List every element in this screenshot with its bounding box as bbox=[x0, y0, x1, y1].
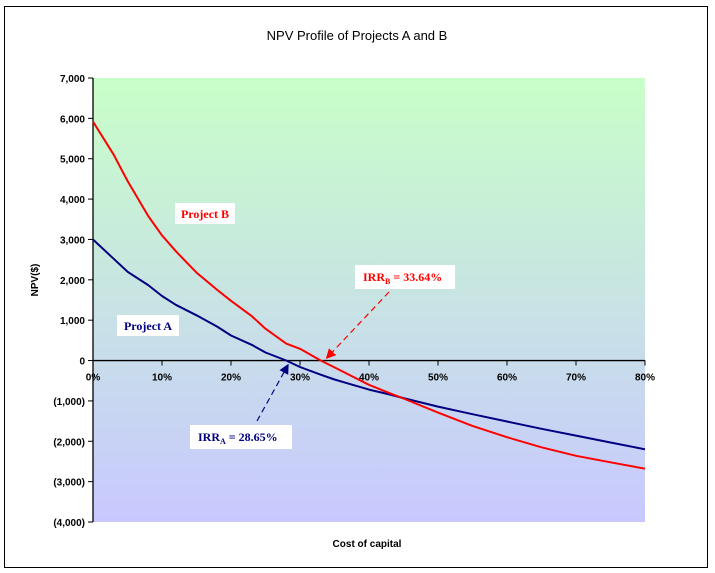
y-tick-label: (4,000) bbox=[53, 518, 85, 529]
y-tick-label: 0 bbox=[79, 357, 85, 368]
project-a-label-box bbox=[117, 315, 179, 336]
project-b-label: Project B bbox=[181, 207, 229, 221]
y-tick-label: 6,000 bbox=[60, 114, 85, 125]
irr-a-value: = 28.65% bbox=[226, 430, 278, 444]
series-layer bbox=[92, 121, 646, 470]
y-tick-label: 3,000 bbox=[60, 235, 85, 246]
x-tick-label: 20% bbox=[221, 373, 241, 384]
chart-title: NPV Profile of Projects A and B bbox=[267, 28, 448, 43]
y-tick-label: 7,000 bbox=[60, 74, 85, 85]
y-tick-label: (2,000) bbox=[53, 437, 85, 448]
y-tick-label: 5,000 bbox=[60, 155, 85, 166]
x-tick-label: 30% bbox=[290, 373, 310, 384]
x-tick-label: 80% bbox=[635, 373, 655, 384]
irr-b-label: IRRB = 33.64% bbox=[363, 270, 442, 286]
chart-frame: NPV Profile of Projects A and B 7,000 6,0… bbox=[4, 6, 708, 568]
y-axis-label: NPV($) bbox=[30, 264, 41, 297]
irr-a-label: IRRA = 28.65% bbox=[198, 430, 278, 446]
irr-b-value: = 33.64% bbox=[390, 270, 442, 284]
series-line-project-b bbox=[92, 121, 646, 470]
plot-area bbox=[93, 78, 645, 522]
x-tick-label: 70% bbox=[566, 373, 586, 384]
x-tick-label: 60% bbox=[497, 373, 517, 384]
x-tick-label: 10% bbox=[152, 373, 172, 384]
chart: NPV Profile of Projects A and B 7,000 6,0… bbox=[30, 28, 655, 550]
project-a-label: Project A bbox=[124, 319, 172, 333]
y-tick-label: 1,000 bbox=[60, 316, 85, 327]
irr-a-arrow bbox=[256, 363, 289, 422]
y-tick-label: 2,000 bbox=[60, 276, 85, 287]
project-b-label-box bbox=[175, 203, 235, 224]
y-axis: 7,000 6,000 5,000 4,000 3,000 2,000 1,000 0 (1,0… bbox=[53, 74, 94, 529]
annotation-layer: Project B Project A IRRB = 33.64% IRRA = 28… bbox=[117, 203, 455, 449]
x-tick-label: 0% bbox=[86, 373, 101, 384]
x-axis: 0% 10% 20% 30% 40% 50% 60% 70% 80% bbox=[86, 359, 655, 384]
x-tick-label: 50% bbox=[428, 373, 448, 384]
series-line-project-a bbox=[92, 238, 646, 451]
irr-a-label-box bbox=[190, 425, 292, 449]
x-axis-label: Cost of capital bbox=[333, 539, 402, 550]
x-tick-label: 40% bbox=[359, 373, 379, 384]
irr-b-arrow bbox=[325, 291, 390, 359]
y-tick-label: (3,000) bbox=[53, 478, 85, 489]
y-tick-label: (1,000) bbox=[53, 397, 85, 408]
irr-b-label-box bbox=[355, 265, 455, 289]
irr-b-subscript: B bbox=[385, 277, 391, 286]
y-tick-label: 4,000 bbox=[60, 195, 85, 206]
irr-a-subscript: A bbox=[220, 437, 226, 446]
